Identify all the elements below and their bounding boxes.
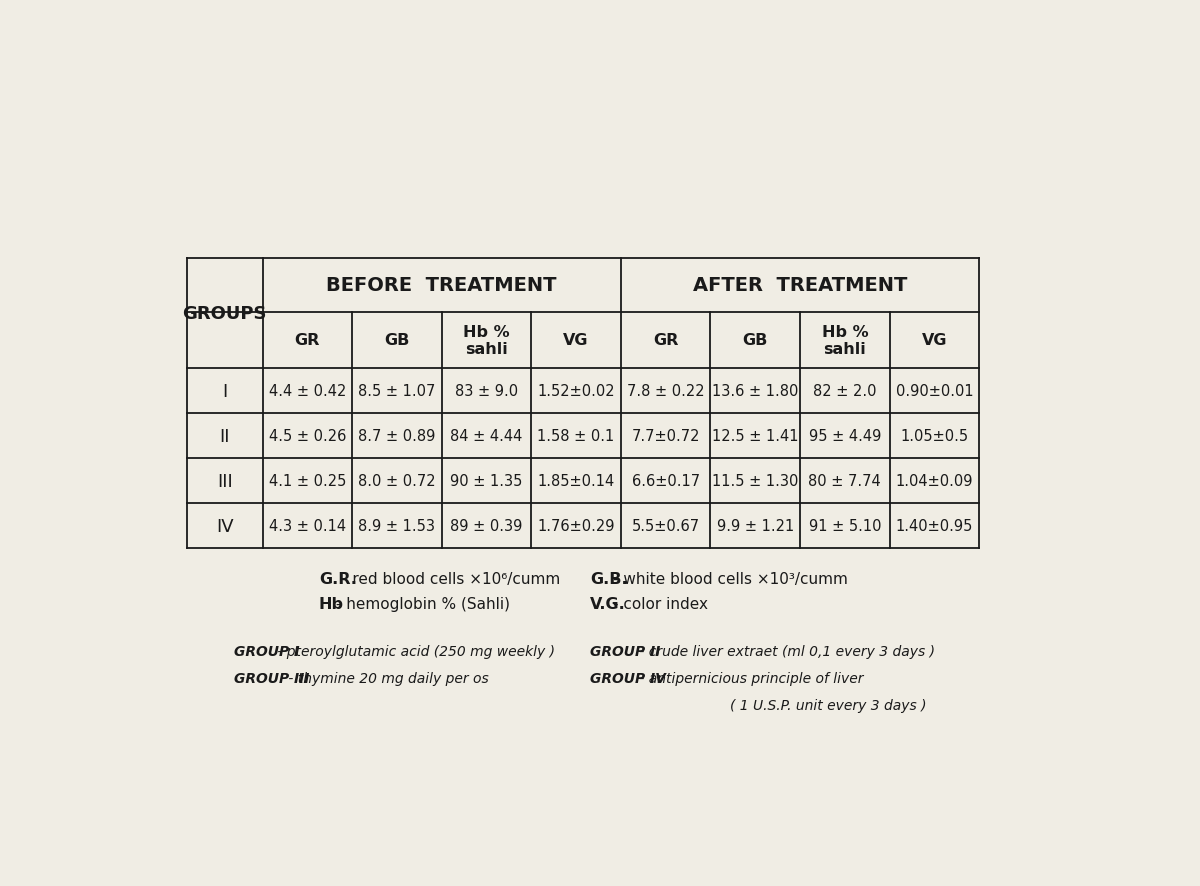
Text: - color index: - color index — [613, 596, 708, 611]
Text: V.G.: V.G. — [590, 596, 626, 611]
Text: 6.6±0.17: 6.6±0.17 — [631, 474, 700, 489]
Text: 4.1 ± 0.25: 4.1 ± 0.25 — [269, 474, 346, 489]
Text: I: I — [222, 382, 228, 400]
Text: 7.7±0.72: 7.7±0.72 — [631, 429, 700, 444]
Text: GB: GB — [384, 333, 409, 348]
Text: II: II — [220, 427, 230, 445]
Text: 83 ± 9.0: 83 ± 9.0 — [455, 384, 518, 399]
Text: 1.04±0.09: 1.04±0.09 — [895, 474, 973, 489]
Text: GROUP III: GROUP III — [234, 671, 310, 685]
Text: VG: VG — [922, 333, 947, 348]
Text: - antipernicious principle of liver: - antipernicious principle of liver — [635, 671, 863, 685]
Text: - hemoglobin % (Sahli): - hemoglobin % (Sahli) — [330, 596, 510, 611]
Text: Hb %
sahli: Hb % sahli — [822, 324, 868, 357]
Text: 4.3 ± 0.14: 4.3 ± 0.14 — [269, 518, 346, 533]
Text: 1.05±0.5: 1.05±0.5 — [900, 429, 968, 444]
Text: IV: IV — [216, 517, 234, 535]
Text: GROUP II: GROUP II — [590, 644, 660, 658]
Text: 13.6 ± 1.80: 13.6 ± 1.80 — [712, 384, 798, 399]
Text: 8.9 ± 1.53: 8.9 ± 1.53 — [359, 518, 436, 533]
Text: - crude liver extraet (ml 0,1 every 3 days ): - crude liver extraet (ml 0,1 every 3 da… — [635, 644, 935, 658]
Text: G.R.: G.R. — [319, 571, 356, 587]
Text: G.B.: G.B. — [590, 571, 628, 587]
Text: 82 ± 2.0: 82 ± 2.0 — [814, 384, 877, 399]
Text: - thymine 20 mg daily per os: - thymine 20 mg daily per os — [284, 671, 488, 685]
Text: 90 ± 1.35: 90 ± 1.35 — [450, 474, 523, 489]
Text: AFTER  TREATMENT: AFTER TREATMENT — [692, 276, 907, 295]
Text: ( 1 U.S.P. unit every 3 days ): ( 1 U.S.P. unit every 3 days ) — [730, 698, 926, 711]
Text: 9.9 ± 1.21: 9.9 ± 1.21 — [716, 518, 794, 533]
Text: 89 ± 0.39: 89 ± 0.39 — [450, 518, 523, 533]
Text: GB: GB — [743, 333, 768, 348]
Text: 84 ± 4.44: 84 ± 4.44 — [450, 429, 523, 444]
Text: 8.0 ± 0.72: 8.0 ± 0.72 — [358, 474, 436, 489]
Text: 7.8 ± 0.22: 7.8 ± 0.22 — [626, 384, 704, 399]
Text: 91 ± 5.10: 91 ± 5.10 — [809, 518, 881, 533]
Text: 8.5 ± 1.07: 8.5 ± 1.07 — [359, 384, 436, 399]
Text: Hb %
sahli: Hb % sahli — [463, 324, 510, 357]
Text: GR: GR — [295, 333, 320, 348]
Text: BEFORE  TREATMENT: BEFORE TREATMENT — [326, 276, 557, 295]
Text: - white blood cells ×10³/cumm: - white blood cells ×10³/cumm — [613, 571, 848, 587]
Text: VG: VG — [563, 333, 589, 348]
Text: 4.4 ± 0.42: 4.4 ± 0.42 — [269, 384, 346, 399]
Text: 11.5 ± 1.30: 11.5 ± 1.30 — [712, 474, 798, 489]
Text: 1.76±0.29: 1.76±0.29 — [538, 518, 614, 533]
Text: GROUPS: GROUPS — [182, 305, 268, 323]
Text: Hb: Hb — [319, 596, 344, 611]
Text: 1.85±0.14: 1.85±0.14 — [538, 474, 614, 489]
Text: 4.5 ± 0.26: 4.5 ± 0.26 — [269, 429, 346, 444]
Text: 95 ± 4.49: 95 ± 4.49 — [809, 429, 881, 444]
Text: 80 ± 7.74: 80 ± 7.74 — [809, 474, 881, 489]
Text: 5.5±0.67: 5.5±0.67 — [631, 518, 700, 533]
Text: GROUP IV: GROUP IV — [590, 671, 666, 685]
Text: - red blood cells ×10⁶/cumm: - red blood cells ×10⁶/cumm — [342, 571, 560, 587]
Text: GROUP I: GROUP I — [234, 644, 299, 658]
Text: 0.90±0.01: 0.90±0.01 — [895, 384, 973, 399]
Text: 12.5 ± 1.41: 12.5 ± 1.41 — [712, 429, 798, 444]
Text: 1.52±0.02: 1.52±0.02 — [538, 384, 614, 399]
Text: 1.40±0.95: 1.40±0.95 — [895, 518, 973, 533]
Text: 1.58 ± 0.1: 1.58 ± 0.1 — [538, 429, 614, 444]
Text: - pteroylglutamic acid (250 mg weekly ): - pteroylglutamic acid (250 mg weekly ) — [272, 644, 554, 658]
Text: GR: GR — [653, 333, 678, 348]
Text: III: III — [217, 472, 233, 490]
Text: 8.7 ± 0.89: 8.7 ± 0.89 — [359, 429, 436, 444]
